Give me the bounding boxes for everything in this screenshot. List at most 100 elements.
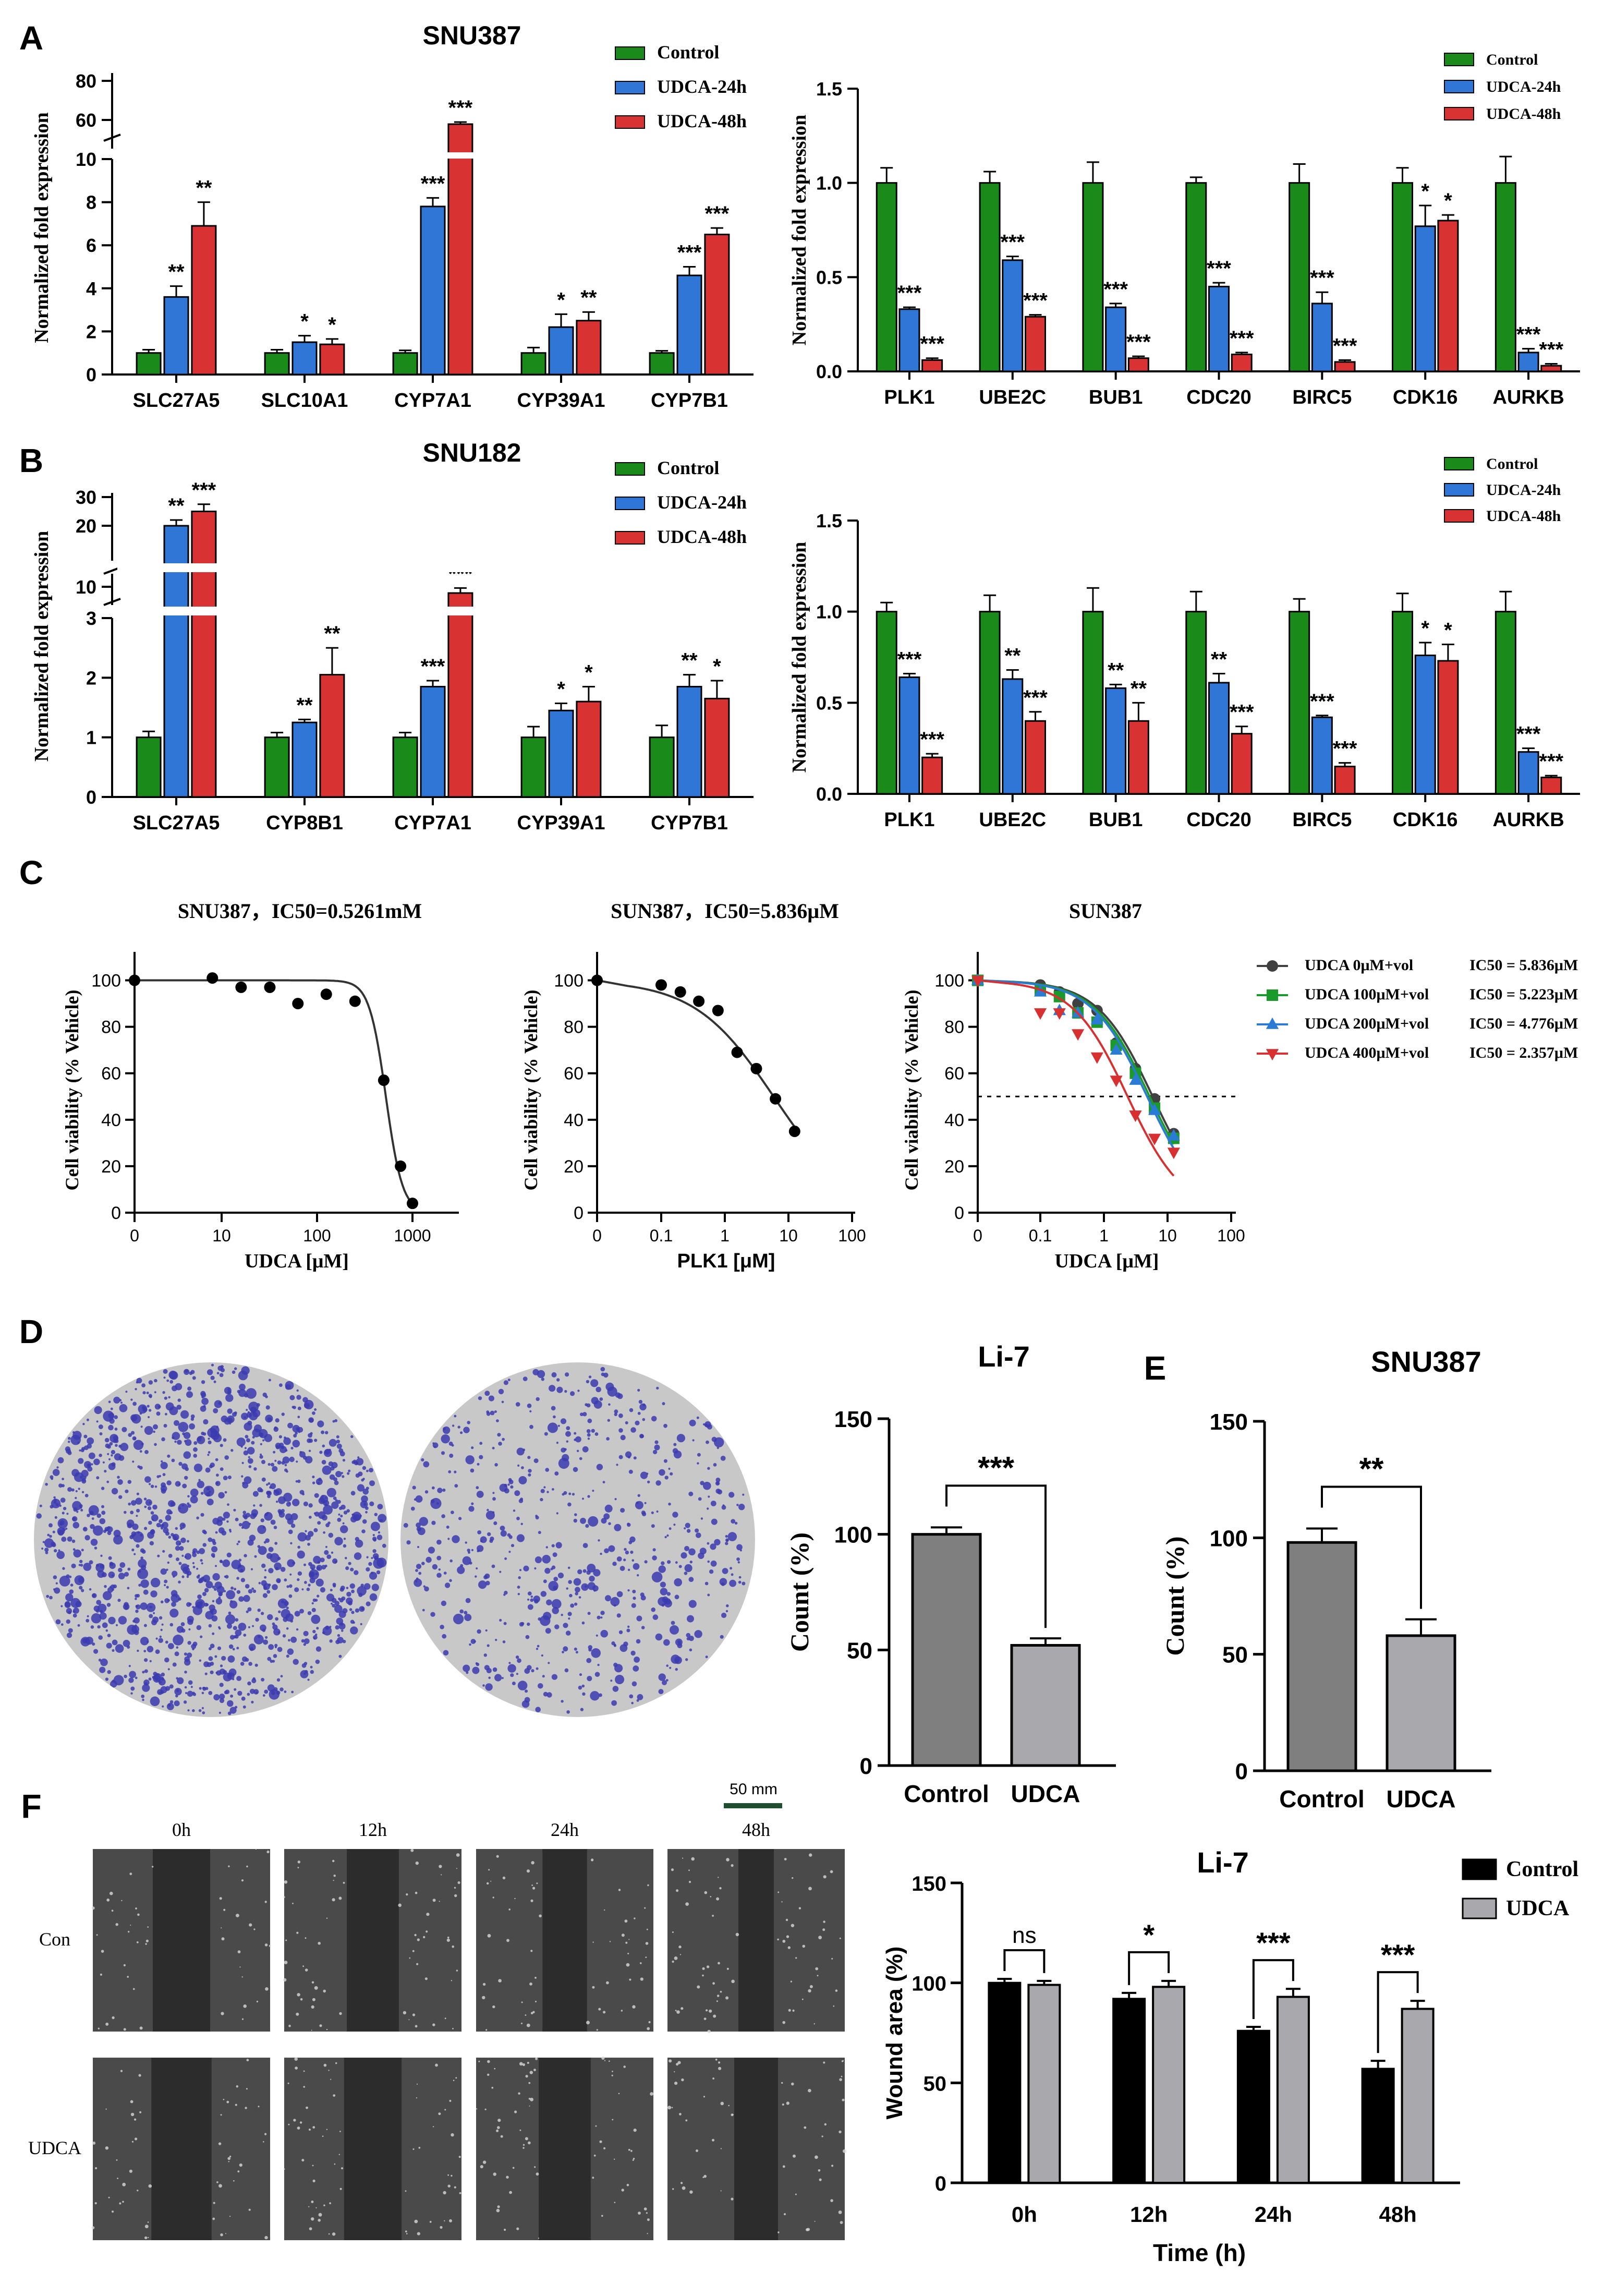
y-tick-label: 20 [76,515,96,537]
colony [179,1542,181,1545]
colony [565,1431,571,1437]
colony [87,1615,89,1617]
colony [449,1454,454,1458]
colony [100,1658,108,1666]
significance-label: *** [1207,257,1231,280]
colony [288,1502,291,1504]
colony [280,1567,286,1572]
colony [594,1672,600,1677]
colony [357,1484,365,1492]
colony [167,1454,171,1458]
colony [153,1612,155,1614]
colony [279,1383,283,1387]
colony [369,1480,375,1487]
colony [64,1601,70,1607]
colony [303,1501,309,1506]
cell-speck [101,1950,104,1953]
cell-speck [264,2235,268,2240]
colony [246,1438,250,1443]
bar-udca-24h [676,274,702,376]
colony [473,1640,476,1643]
cell-speck [612,2071,613,2072]
colony [637,1494,640,1497]
colony [200,1635,203,1638]
colony [666,1664,669,1667]
cell-speck [341,2167,343,2170]
colony [535,1515,538,1517]
colony [688,1600,697,1608]
colony [252,1677,256,1681]
colony [273,1489,277,1493]
colony [150,1529,155,1535]
cell-speck [256,2000,258,2003]
colony [369,1593,378,1601]
colony [567,1502,572,1507]
significance-label: *** [677,241,702,264]
data-point [971,975,985,987]
x-tick-label: UBE2C [979,386,1046,408]
fit-curve [977,979,1175,1177]
colony [336,1443,342,1449]
cell-speck [441,1874,442,1876]
colony [324,1550,329,1555]
colony [618,1413,623,1418]
colony [174,1536,178,1541]
colony [527,1604,533,1610]
cell-speck [412,1950,415,1952]
colony [302,1397,308,1403]
colony [46,1594,50,1598]
significance-label: * [300,310,309,333]
colony [301,1588,304,1591]
cell-speck [671,2107,673,2108]
colony [93,1605,100,1612]
colony [354,1461,359,1466]
cell-speck [592,2177,594,2179]
colony [588,1645,593,1650]
colony [278,1510,283,1515]
colony [204,1588,209,1593]
colony [623,1558,626,1562]
colony [633,1665,639,1672]
colony [67,1487,72,1492]
colony [587,1676,592,1682]
colony [98,1603,107,1613]
cell-speck [318,1942,321,1945]
colony [113,1529,121,1537]
colony [374,1513,378,1516]
cell-speck [712,2138,714,2142]
cell-speck [676,2010,680,2014]
colony [124,1602,129,1607]
colony [158,1638,164,1643]
colony [175,1694,178,1698]
colony [258,1581,261,1585]
colony [588,1516,599,1527]
colony [155,1677,158,1680]
bar-udca-24h [676,685,702,798]
colony [537,1370,545,1379]
colony [342,1459,346,1462]
cell-speck [647,2027,650,2031]
colony [91,1613,102,1624]
colony [227,1475,232,1480]
colony [566,1710,570,1714]
colony [299,1609,304,1614]
colony [241,1656,248,1662]
significance-label: ** [196,177,212,200]
colony [599,1397,603,1401]
colony [360,1584,364,1587]
cell-speck [221,1927,222,1929]
y-tick-label: 2 [86,321,96,342]
legend-swatch [615,531,645,545]
colony [441,1600,447,1606]
colony [57,1527,65,1535]
colony [656,1386,659,1390]
cell-speck [529,1982,532,1986]
significance-label: *** [1126,331,1151,354]
colony [193,1454,198,1458]
cell-speck [255,1848,257,1850]
cell-speck [804,2126,807,2129]
fit-curve [135,979,414,1205]
cell-speck [625,1941,628,1944]
colony [652,1614,659,1620]
colony [147,1405,150,1408]
